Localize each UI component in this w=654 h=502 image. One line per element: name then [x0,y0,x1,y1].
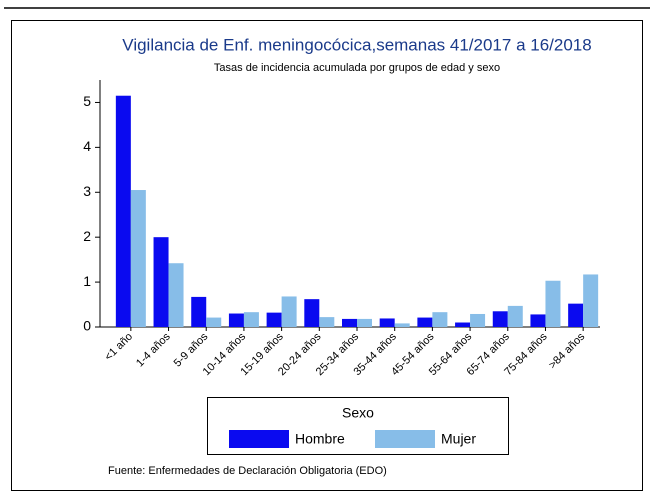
bar [206,317,222,327]
bar [266,312,282,327]
legend-swatch [375,430,435,448]
bar [394,323,410,327]
y-tick-label: 2 [83,228,91,244]
legend-swatch [229,430,289,448]
legend-label: Mujer [441,431,476,447]
chart-subtitle: Tasas de incidencia acumulada por grupos… [214,62,500,74]
bar [115,95,131,327]
bar [191,296,207,327]
bar [530,314,546,327]
bar [379,318,395,327]
bar [342,318,357,327]
bar [507,305,523,327]
bar [470,313,486,327]
bar [168,263,184,327]
bar [130,190,146,327]
bar [153,237,169,327]
bar [357,318,372,327]
y-tick-label: 1 [83,273,91,289]
legend-title: Sexo [342,405,374,421]
y-tick-label: 4 [83,138,91,154]
bar [432,312,448,327]
y-tick-label: 5 [83,93,91,109]
bar [319,317,335,327]
bar [281,296,297,327]
bar [492,311,508,327]
bar [228,313,244,327]
bar [568,303,584,327]
y-tick-label: 3 [83,183,91,199]
source-note: Fuente: Enfermedades de Declaración Obli… [108,465,387,477]
legend-label: Hombre [295,431,345,447]
bar [304,299,320,327]
bar [243,312,259,327]
bar [455,322,471,327]
bar [545,280,561,327]
y-tick-label: 0 [83,318,91,334]
chart-title: Vigilancia de Enf. meningocócica,semanas… [122,35,591,54]
bar [417,317,433,327]
bar [583,274,599,327]
